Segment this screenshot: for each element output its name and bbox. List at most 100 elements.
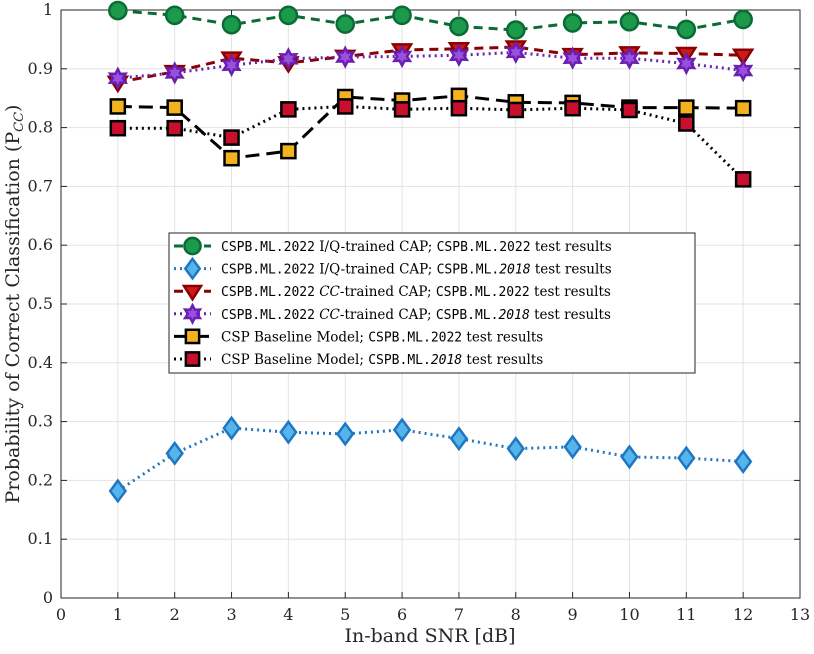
- legend-label-part: test results: [462, 329, 543, 345]
- legend-swatch-marker: [183, 256, 202, 281]
- legend-label-part: CSPB.ML.2022: [221, 263, 315, 278]
- axis-ticks: 0 1 2 3 4 5 6 7 8 9 10 11 12 1300.10.20.30.40.50.60.7…: [28, 0, 811, 624]
- x-tick-label: 13: [790, 605, 810, 624]
- series-1-point: [164, 5, 185, 26]
- series-3-point: [731, 48, 755, 67]
- series-6-point: [223, 129, 240, 146]
- series-4-point: [107, 66, 128, 90]
- legend-swatch-marker: [181, 284, 204, 302]
- series-2-line: [117, 426, 744, 493]
- y-tick-label: 0.8: [28, 118, 53, 137]
- legend-label-part: CSPB.ML.: [437, 263, 500, 278]
- legend-label-part: I/Q-trained CAP;: [315, 262, 437, 278]
- x-tick-label: 1: [113, 605, 123, 624]
- series-6-point: [564, 99, 581, 117]
- series-2-point: [677, 445, 696, 471]
- x-tick-label: 3: [226, 605, 236, 624]
- series-6-point: [109, 119, 127, 137]
- x-tick-label: 6: [397, 605, 407, 624]
- series-1-point: [335, 14, 356, 34]
- legend-swatch-marker: [184, 351, 201, 367]
- series-6: [109, 98, 752, 188]
- legend-label: CSPB.ML.2022 CC-trained CAP; CSPB.ML.202…: [221, 284, 611, 300]
- legend-label-part: test results: [530, 284, 611, 300]
- legend-label: CSPB.ML.2022 I/Q-trained CAP; CSPB.ML.20…: [221, 239, 612, 255]
- series-5-point: [166, 99, 183, 116]
- series-2: [108, 415, 753, 504]
- legend-label-part: CSP Baseline Model;: [221, 329, 368, 345]
- legend-label: CSPB.ML.2022 I/Q-trained CAP; CSPB.ML.20…: [221, 262, 612, 278]
- series-4: [107, 40, 754, 90]
- series-1-point: [733, 9, 753, 30]
- series-2-point: [108, 478, 128, 504]
- legend-label-part: CSP Baseline Model;: [221, 352, 368, 368]
- legend-entry: CSP Baseline Model; CSPB.ML.2022 test re…: [174, 328, 543, 345]
- series-2-point: [336, 421, 355, 447]
- legend-label-part: CC: [319, 307, 340, 323]
- series-4-point: [505, 40, 526, 65]
- legend-label-part: test results: [462, 352, 543, 368]
- legend-label: CSP Baseline Model; CSPB.ML.2022 test re…: [221, 329, 543, 345]
- y-tick-label: 0.6: [28, 235, 53, 254]
- series-4-point: [733, 58, 754, 83]
- series-2-point: [222, 415, 241, 441]
- series-1-point: [619, 11, 640, 32]
- series-5-point: [109, 98, 127, 115]
- series-1-point: [676, 19, 697, 40]
- x-tick-label: 9: [568, 605, 578, 624]
- legend-label-part: CSPB.ML.: [436, 308, 499, 323]
- legend-label-part: -trained CAP;: [340, 284, 436, 300]
- legend-label-part: I/Q-trained CAP;: [315, 239, 437, 255]
- y-axis-label: Probability of Correct Classification (P…: [2, 105, 27, 504]
- legend-label-part: CSPB.ML.2022: [437, 240, 531, 255]
- series-2-point: [563, 434, 582, 460]
- legend-label-part: 2018: [498, 308, 529, 323]
- series-1-point: [562, 13, 583, 33]
- series-4-point: [278, 47, 299, 71]
- series-6-point: [393, 101, 411, 118]
- legend-label-part: CC: [319, 284, 340, 300]
- series-1-point: [108, 0, 128, 21]
- series-5-point: [223, 149, 240, 167]
- series-1: [108, 0, 753, 40]
- y-tick-label: 0.5: [28, 294, 53, 313]
- y-axis-label-close: ): [2, 105, 24, 112]
- series-4-point: [676, 51, 697, 76]
- y-tick-label: 1: [43, 0, 53, 19]
- series-1-point: [505, 20, 526, 40]
- series-6-point: [734, 171, 752, 188]
- x-tick-label: 4: [283, 605, 293, 624]
- series-6-point: [450, 99, 468, 117]
- x-tick-label: 5: [340, 605, 350, 624]
- x-tick-label: 12: [733, 605, 753, 624]
- y-tick-label: 0.4: [28, 353, 53, 372]
- legend-label-part: 2018: [431, 353, 462, 368]
- legend-swatch-marker: [184, 328, 201, 345]
- y-tick-label: 0.9: [28, 59, 53, 78]
- series-6-point: [507, 101, 525, 119]
- series-6-point: [621, 101, 638, 119]
- series-4-point: [562, 46, 583, 70]
- series-5-point: [280, 142, 297, 160]
- x-tick-label: 10: [619, 605, 639, 624]
- legend-label: CSPB.ML.2022 CC-trained CAP; CSPB.ML.201…: [221, 307, 611, 323]
- x-axis-label: In-band SNR [dB]: [344, 625, 515, 647]
- series-1-point: [449, 16, 469, 37]
- legend-box: [168, 232, 696, 374]
- legend: CSPB.ML.2022 I/Q-trained CAP; CSPB.ML.20…: [168, 232, 696, 374]
- legend-swatch-marker: [182, 302, 203, 325]
- legend-label-part: -trained CAP;: [340, 307, 436, 323]
- x-tick-label: 11: [676, 605, 696, 624]
- legend-swatch-marker: [183, 236, 202, 256]
- series-6-point: [280, 101, 297, 118]
- x-tick-label: 2: [170, 605, 180, 624]
- series-6-point: [166, 119, 183, 137]
- legend-label-part: test results: [531, 262, 612, 278]
- series-5-point: [734, 99, 752, 117]
- series-group: [106, 0, 755, 504]
- legend-label-part: 2018: [499, 263, 530, 278]
- series-4-point: [164, 61, 185, 85]
- y-tick-label: 0.2: [28, 470, 53, 489]
- series-1-point: [278, 5, 299, 26]
